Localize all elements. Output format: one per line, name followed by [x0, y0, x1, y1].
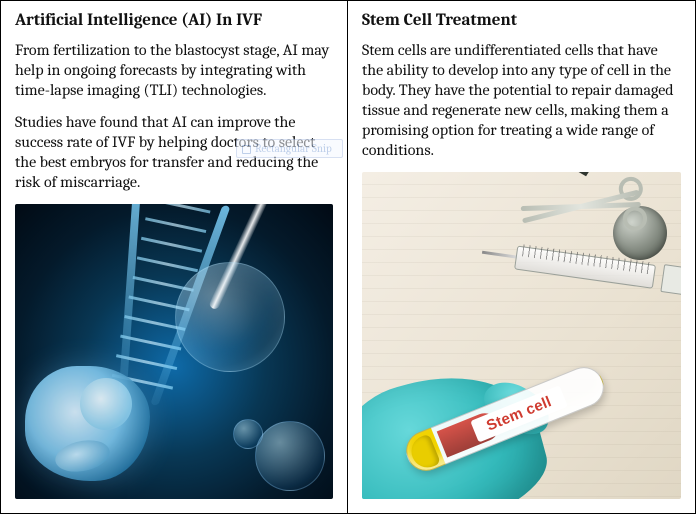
column-stem-cell: Stem Cell Treatment Stem cells are undif… [348, 1, 695, 513]
column-ai-ivf: Artificial Intelligence (AI) In IVF From… [1, 1, 348, 513]
bubble-graphic [233, 419, 263, 449]
stem-cell-paragraph: Stem cells are undifferentiated cells th… [362, 40, 681, 160]
stem-cell-image: Stem cell [362, 172, 681, 499]
bubble-graphic [255, 421, 325, 491]
rectangular-snip-ghost: Rectangular Snip [236, 139, 343, 158]
ai-ivf-image [15, 204, 333, 499]
ai-ivf-title: Artificial Intelligence (AI) In IVF [15, 11, 333, 30]
glass-sphere-graphic [175, 262, 285, 372]
two-column-table: Artificial Intelligence (AI) In IVF From… [0, 0, 696, 514]
ai-ivf-paragraph-1: From fertilization to the blastocyst sta… [15, 40, 333, 100]
fetus-graphic [25, 366, 150, 481]
stem-cell-title: Stem Cell Treatment [362, 11, 681, 30]
